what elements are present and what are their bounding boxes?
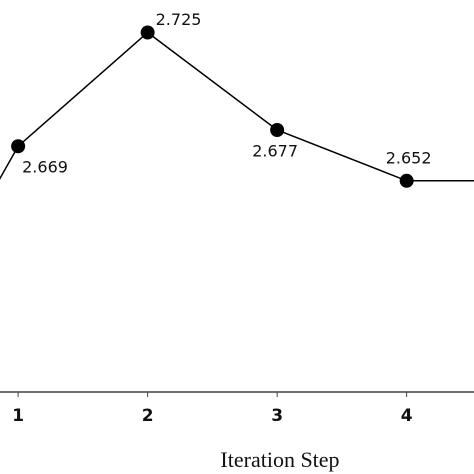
point bbox=[399, 173, 414, 188]
point bbox=[140, 25, 155, 40]
x-tick-label: 2 bbox=[142, 406, 154, 426]
value-label: 2.725 bbox=[156, 10, 202, 29]
line bbox=[0, 31, 474, 182]
x-tick-label: 3 bbox=[271, 406, 283, 426]
value-label: 2.677 bbox=[252, 141, 298, 160]
point bbox=[11, 139, 26, 154]
x-tick-label: 4 bbox=[401, 406, 413, 426]
x-axis-label: Iteration Step bbox=[220, 447, 339, 472]
value-label: 2.652 bbox=[386, 148, 432, 167]
x-tick-label: 1 bbox=[12, 406, 24, 426]
point bbox=[270, 122, 285, 137]
value-label: 2.669 bbox=[22, 158, 68, 177]
